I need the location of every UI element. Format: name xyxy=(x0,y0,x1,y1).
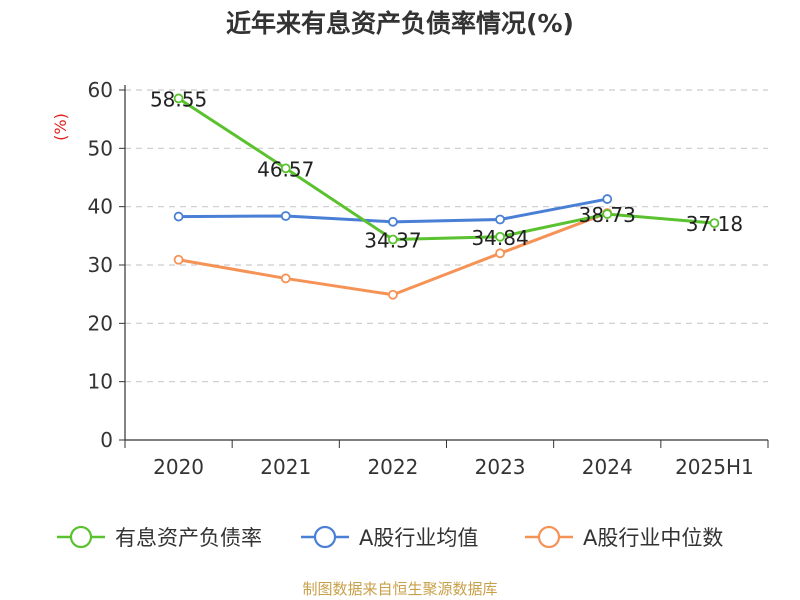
legend-label-0: 有息资产负债率 xyxy=(115,526,262,550)
x-tick-label-2022: 2022 xyxy=(367,455,418,479)
series-1-point-4 xyxy=(602,194,613,204)
y-tick-label-20: 20 xyxy=(88,311,113,335)
series-0-point-2 xyxy=(388,234,398,245)
series-1 xyxy=(173,194,613,227)
legend-item-2: A股行业中位数 xyxy=(525,525,723,550)
legend-item-0: 有息资产负债率 xyxy=(57,525,262,550)
y-tick-labels: 0 10 20 30 40 50 60 xyxy=(88,78,113,452)
series-1-point-1 xyxy=(280,211,291,221)
series-2-point-1 xyxy=(280,273,291,284)
source-note: 制图数据来自恒生聚源数据库 xyxy=(302,580,498,598)
series-lines xyxy=(173,93,720,300)
x-tick-labels: 2020 2021 2022 2023 2024 2025H1 xyxy=(153,455,754,479)
y-tick-label-10: 10 xyxy=(88,370,113,394)
y-tick-label-40: 40 xyxy=(88,195,113,219)
series-2-point-2 xyxy=(388,289,398,300)
y-tick-label-60: 60 xyxy=(88,78,113,102)
x-tick-label-2021: 2021 xyxy=(260,455,311,479)
y-tick-label-50: 50 xyxy=(88,136,113,160)
data-label-2: 34.37 xyxy=(364,229,421,253)
series-0-point-1 xyxy=(280,163,291,174)
data-label-0: 58.55 xyxy=(150,87,207,111)
series-1-point-3 xyxy=(495,214,505,225)
data-label-5: 37.18 xyxy=(686,212,743,236)
data-label-1: 46.57 xyxy=(257,157,314,181)
series-2 xyxy=(173,208,613,300)
series-2-point-0 xyxy=(173,254,184,265)
series-2-point-3 xyxy=(495,248,505,259)
series-0-point-4 xyxy=(602,209,613,219)
data-label-3: 34.84 xyxy=(471,226,528,250)
axes xyxy=(119,85,769,448)
legend: 有息资产负债率 A股行业均值 A股行业中位数 xyxy=(57,525,723,550)
x-tick-label-2020: 2020 xyxy=(153,455,204,479)
legend-marker-2 xyxy=(537,525,561,549)
legend-label-2: A股行业中位数 xyxy=(583,526,723,550)
x-tick-label-2025H1: 2025H1 xyxy=(675,455,754,479)
legend-marker-1 xyxy=(313,525,337,549)
legend-item-1: A股行业均值 xyxy=(301,525,478,550)
data-labels: 58.55 46.57 34.37 34.84 38.73 37.18 xyxy=(150,87,743,252)
series-0-point-5 xyxy=(709,218,720,229)
series-0-point-3 xyxy=(495,231,505,242)
series-1-point-2 xyxy=(388,216,398,227)
y-tick-label-30: 30 xyxy=(88,253,113,277)
legend-marker-0 xyxy=(69,525,93,549)
series-line-0 xyxy=(177,97,715,242)
y-axis-label: (%) xyxy=(51,113,70,141)
data-label-4: 38.73 xyxy=(579,203,636,227)
x-tick-label-2024: 2024 xyxy=(582,455,633,479)
chart-title: 近年来有息资产负债率情况(%) xyxy=(226,9,574,38)
series-1-point-0 xyxy=(173,211,184,222)
series-0 xyxy=(173,93,720,245)
grid-lines xyxy=(125,89,768,383)
series-0-point-0 xyxy=(173,93,184,104)
y-tick-label-0: 0 xyxy=(100,428,113,452)
legend-label-1: A股行业均值 xyxy=(359,526,478,550)
x-tick-label-2023: 2023 xyxy=(475,455,526,479)
